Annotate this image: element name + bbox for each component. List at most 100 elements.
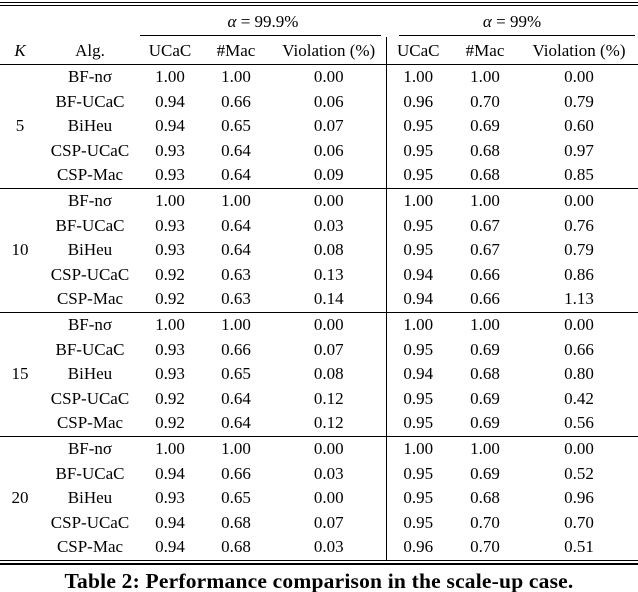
algorithm-name-cell: BF-nσ [67,67,113,86]
metric-value-cell: 0.00 [313,438,344,458]
col-header-ucac-2: UCaC [385,37,451,65]
metric-value-cell: 0.64 [221,240,251,260]
metric-value-cell: 0.42 [564,388,594,408]
metric-value-cell: 0.65 [221,364,251,384]
table-row: 15 BF-nσ 1.00 1.00 0.00 1.00 1.00 0.00 [0,312,638,437]
col-header-k: K [0,37,40,65]
table-row: CSP-Mac 0.92 0.63 0.14 0.94 0.66 1.13 [0,287,638,313]
algorithm-name-cell: BiHeu [67,488,113,508]
metric-value-cell: 0.96 [564,488,594,508]
algorithm-name-cell: BF-UCaC [55,463,125,483]
algorithm-name-cell: CSP-Mac [56,289,124,309]
metric-value-cell: 0.03 [313,537,344,557]
metric-value-cell: 0.95 [385,114,451,139]
metric-value-cell: 0.00 [564,190,594,210]
metric-value-cell: 0.92 [155,388,185,408]
metric-value-cell: 1.00 [221,190,251,210]
algorithm-name-cell: CSP-UCaC [50,512,130,532]
metric-value-cell: 0.95 [385,213,451,239]
metric-value-cell: 1.00 [385,188,451,214]
metric-value-cell: 0.12 [313,413,344,433]
metric-value-cell: 0.68 [221,537,251,557]
algorithm-name-cell: BiHeu [67,240,113,260]
metric-value-cell: 0.92 [155,413,185,433]
col-header-violation-1: Violation (%) [272,37,387,65]
metric-value-cell: 0.95 [385,386,451,412]
metric-value-cell: 0.00 [564,67,594,86]
metric-value-cell: 0.68 [221,512,251,532]
algorithm-name-cell: BF-UCaC [55,215,125,235]
metric-value-cell: 0.94 [385,362,451,387]
metric-value-cell: 0.94 [155,91,185,111]
metric-value-cell: 0.00 [313,314,344,334]
metric-value-cell: 0.95 [385,138,451,164]
table-body: 5 BF-nσ 1.00 1.00 0.00 1.00 1.00 0.00 BF-UCaC 0.9… [0,64,638,560]
metric-value-cell: 0.68 [470,364,500,384]
metric-value-cell: 0.95 [385,337,451,363]
algorithm-name-cell: CSP-Mac [56,537,124,557]
metric-value-cell: 0.64 [221,413,251,433]
table-row: CSP-Mac 0.92 0.64 0.12 0.95 0.69 0.56 [0,411,638,437]
metric-value-cell: 0.96 [385,535,451,560]
metric-value-cell: 0.80 [564,364,594,384]
metric-value-cell: 0.70 [470,91,500,111]
table-row: BF-UCaC 0.94 0.66 0.06 0.96 0.70 0.79 [0,89,638,115]
metric-value-cell: 0.56 [564,413,594,433]
metric-value-cell: 0.93 [155,488,185,508]
alpha-value: = 99.9% [236,12,299,31]
metric-value-cell: 0.66 [221,91,251,111]
metric-value-cell: 0.00 [313,488,344,508]
algorithm-name-cell: CSP-Mac [56,413,124,433]
metric-value-cell: 0.93 [155,140,185,160]
table-row: BF-UCaC 0.93 0.64 0.03 0.95 0.67 0.76 [0,213,638,239]
table-bottom-rule-thick [0,562,638,565]
table-row: BiHeu 0.93 0.64 0.08 0.95 0.67 0.79 [0,238,638,263]
metric-value-cell: 0.68 [470,140,500,160]
algorithm-name-cell: BF-nσ [67,190,113,210]
metric-value-cell: 0.94 [385,287,451,313]
table-top-double-rule [0,2,638,6]
metric-value-cell: 0.85 [564,165,594,185]
metric-value-cell: 0.86 [564,264,594,284]
metric-value-cell: 0.97 [564,140,594,160]
metric-value-cell: 0.51 [564,537,594,557]
metric-value-cell: 0.93 [155,215,185,235]
metric-value-cell: 0.79 [564,240,594,260]
metric-value-cell: 0.95 [385,238,451,263]
metric-value-cell: 1.00 [155,438,185,458]
table-bottom-rule-thin [0,559,638,563]
metric-value-cell: 0.09 [313,165,344,185]
metric-value-cell: 0.94 [155,537,185,557]
metric-value-cell: 1.00 [385,64,451,90]
table-row: BiHeu 0.93 0.65 0.08 0.94 0.68 0.80 [0,362,638,387]
col-header-ucac-1: UCaC [140,37,200,65]
metric-value-cell: 0.64 [221,165,251,185]
table-row: CSP-UCaC 0.93 0.64 0.06 0.95 0.68 0.97 [0,138,638,164]
algorithm-name-cell: CSP-UCaC [50,388,130,408]
metric-value-cell: 1.00 [385,436,451,462]
table-row: BiHeu 0.93 0.65 0.00 0.95 0.68 0.96 [0,486,638,511]
metric-value-cell: 0.63 [221,289,251,309]
metric-value-cell: 0.14 [313,289,344,309]
col-header-alg: Alg. [40,37,140,65]
metric-value-cell: 0.94 [155,512,185,532]
metric-value-cell: 0.94 [155,116,185,136]
metric-value-cell: 0.60 [564,116,594,136]
algorithm-name-cell: CSP-UCaC [50,140,130,160]
metric-value-cell: 0.95 [385,461,451,487]
metric-value-cell: 0.95 [385,411,451,437]
metric-value-cell: 0.00 [564,314,594,334]
table-row: CSP-UCaC 0.94 0.68 0.07 0.95 0.70 0.70 [0,510,638,536]
metric-value-cell: 0.07 [313,339,344,359]
table-row: CSP-Mac 0.94 0.68 0.03 0.96 0.70 0.51 [0,535,638,560]
metric-value-cell: 0.93 [155,364,185,384]
table-row: 5 BF-nσ 1.00 1.00 0.00 1.00 1.00 0.00 [0,64,638,189]
performance-table: α = 99.9% α = 99% K Alg. UCaC #Mac Viola… [0,6,638,560]
algorithm-name-cell: BiHeu [67,364,113,384]
metric-value-cell: 0.93 [155,339,185,359]
algorithm-name-cell: CSP-UCaC [50,264,130,284]
alpha-symbol: α [227,12,237,31]
metric-value-cell: 0.68 [470,165,500,185]
table-row: BF-UCaC 0.94 0.66 0.03 0.95 0.69 0.52 [0,461,638,487]
